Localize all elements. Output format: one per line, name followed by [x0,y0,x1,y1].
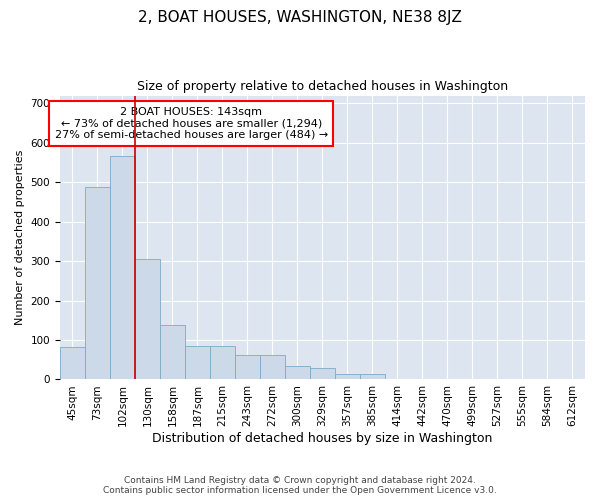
Bar [185,346,210,380]
Bar [360,374,385,380]
Text: 2, BOAT HOUSES, WASHINGTON, NE38 8JZ: 2, BOAT HOUSES, WASHINGTON, NE38 8JZ [138,10,462,25]
Title: Size of property relative to detached houses in Washington: Size of property relative to detached ho… [137,80,508,93]
Bar [335,374,360,380]
Bar [285,366,310,380]
Bar [135,259,160,380]
Bar [160,325,185,380]
Bar [235,354,260,380]
Bar [85,188,110,380]
Bar [310,368,335,380]
Text: 2 BOAT HOUSES: 143sqm
← 73% of detached houses are smaller (1,294)
27% of semi-d: 2 BOAT HOUSES: 143sqm ← 73% of detached … [55,107,328,140]
X-axis label: Distribution of detached houses by size in Washington: Distribution of detached houses by size … [152,432,493,445]
Bar [60,347,85,380]
Bar [260,354,285,380]
Bar [210,346,235,380]
Text: Contains HM Land Registry data © Crown copyright and database right 2024.
Contai: Contains HM Land Registry data © Crown c… [103,476,497,495]
Bar [110,156,135,380]
Y-axis label: Number of detached properties: Number of detached properties [15,150,25,325]
